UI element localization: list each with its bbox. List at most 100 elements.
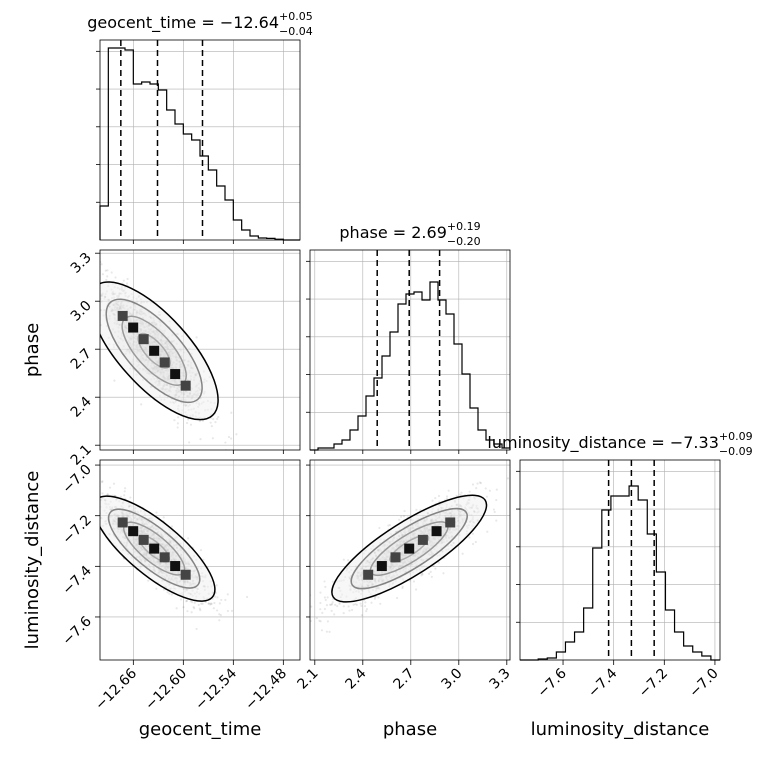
sample-point: [188, 441, 191, 444]
sample-point: [182, 606, 185, 609]
sample-point: [119, 495, 123, 498]
histogram-luminosity-distance: [520, 485, 720, 661]
sample-point: [310, 619, 312, 623]
density-cell: [128, 526, 139, 537]
sample-point: [189, 600, 192, 603]
sample-point: [96, 508, 98, 510]
title-luminosity-distance: luminosity_distance = −7.33+0.09: [487, 430, 752, 453]
sample-point: [315, 617, 318, 620]
sample-point: [93, 503, 95, 505]
sample-point: [110, 271, 113, 274]
sample-point: [202, 558, 205, 561]
x-tick-label: −7.2: [636, 666, 671, 701]
sample-point: [326, 596, 329, 599]
density-cell: [363, 569, 374, 580]
sample-point: [328, 630, 331, 633]
sample-point: [329, 603, 332, 606]
x-tick-label: −7.4: [585, 665, 620, 700]
sample-point: [86, 279, 88, 281]
sample-point: [210, 424, 213, 428]
sample-point: [342, 558, 345, 561]
sample-point: [123, 494, 126, 497]
sample-point: [96, 276, 98, 278]
sample-point: [429, 570, 432, 574]
sample-point: [162, 516, 165, 519]
sample-point: [471, 483, 475, 486]
sample-point: [185, 421, 189, 425]
density-cell: [117, 310, 128, 321]
sample-point: [478, 481, 482, 484]
sample-point: [199, 548, 203, 552]
sample-point: [199, 438, 202, 441]
sample-point: [192, 605, 195, 609]
sample-point: [122, 279, 125, 282]
sample-point: [97, 501, 99, 503]
sample-point: [354, 603, 357, 606]
sample-point: [71, 295, 73, 297]
title-sup: +0.09: [719, 430, 753, 443]
sample-point: [216, 596, 219, 599]
sample-point: [185, 600, 188, 603]
sample-point: [129, 496, 132, 499]
sample-point: [431, 499, 434, 502]
panel-geocent-time-vs-luminosity-distance: [99, 459, 301, 661]
sample-point: [319, 601, 322, 605]
sample-point: [198, 607, 201, 610]
density-cell: [149, 543, 160, 554]
sample-point: [235, 433, 238, 436]
sample-point: [224, 598, 227, 602]
sample-point: [218, 619, 221, 622]
sample-point: [468, 536, 471, 539]
sample-point: [209, 603, 212, 606]
x-tick-label: 2.7: [391, 666, 418, 693]
sample-point: [360, 604, 363, 607]
sample-point: [421, 573, 424, 576]
sample-point: [101, 480, 104, 483]
sample-point: [334, 603, 337, 606]
x-tick-label: 3.0: [439, 666, 466, 693]
sample-point: [220, 598, 223, 602]
sample-point: [193, 607, 196, 610]
y-axis-label-phase: phase: [22, 323, 43, 377]
sample-point: [162, 588, 166, 591]
sample-point: [374, 596, 377, 599]
sample-point: [112, 482, 116, 485]
density-cell: [417, 534, 428, 545]
sample-point: [96, 512, 98, 514]
sample-point: [89, 294, 91, 296]
sample-point: [97, 282, 99, 284]
sample-point: [123, 490, 126, 493]
sample-point: [114, 276, 117, 279]
sample-point: [305, 610, 307, 612]
density-cell: [138, 334, 149, 345]
sample-point: [199, 609, 202, 612]
sample-point: [212, 418, 215, 421]
sample-point: [190, 611, 193, 614]
panel-phase-histogram: [309, 249, 511, 451]
histogram-phase: [310, 281, 511, 451]
sample-point: [227, 435, 231, 439]
sample-point: [106, 269, 109, 272]
sample-point: [191, 601, 194, 604]
sample-point: [342, 605, 345, 608]
sample-point: [106, 493, 109, 496]
sample-point: [226, 609, 230, 613]
sample-point: [147, 579, 150, 582]
sample-point: [97, 267, 99, 269]
sample-point: [219, 614, 222, 617]
sample-point: [331, 601, 334, 604]
title-sub: −0.09: [719, 445, 753, 458]
sample-point: [218, 602, 221, 605]
sample-point: [93, 296, 95, 298]
density-cell: [117, 517, 128, 528]
sample-point: [387, 524, 390, 527]
sample-point: [101, 273, 105, 276]
x-tick-label: 2.4: [343, 665, 370, 692]
sample-point: [216, 417, 219, 420]
sample-point: [95, 292, 97, 294]
sample-point: [488, 489, 491, 492]
sample-point: [333, 613, 336, 616]
sample-point: [92, 271, 94, 273]
sample-point: [224, 441, 227, 444]
